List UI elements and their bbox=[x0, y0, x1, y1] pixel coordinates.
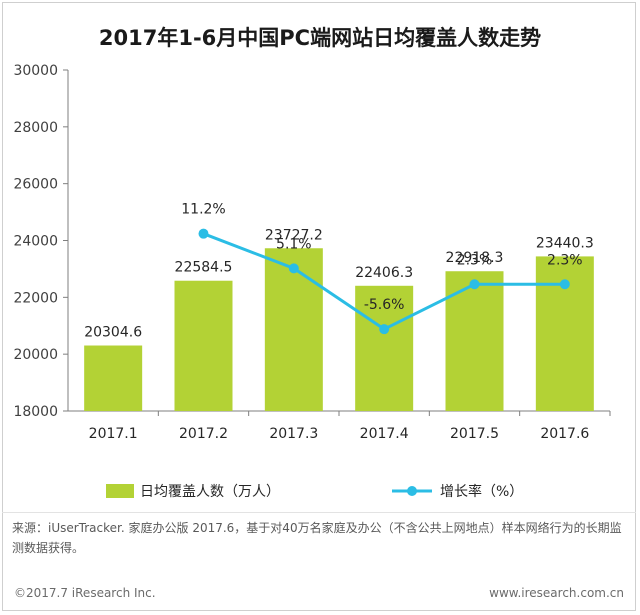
growth-point bbox=[379, 324, 390, 335]
legend-bar-swatch bbox=[106, 484, 134, 498]
y-tick-label: 30000 bbox=[13, 63, 58, 79]
bar-value-label: 22406.3 bbox=[355, 265, 413, 281]
growth-point bbox=[288, 263, 299, 274]
growth-point bbox=[559, 279, 570, 290]
bar-value-label: 22918.3 bbox=[446, 250, 504, 266]
source-note: 来源：iUserTracker. 家庭办公版 2017.6，基于对40万名家庭及… bbox=[12, 521, 622, 555]
growth-point bbox=[198, 228, 209, 239]
growth-value-label: 5.1% bbox=[276, 236, 312, 252]
x-tick-label: 2017.2 bbox=[179, 426, 228, 442]
y-tick-label: 26000 bbox=[13, 177, 58, 193]
y-tick-label: 22000 bbox=[13, 290, 58, 306]
x-tick-label: 2017.4 bbox=[360, 426, 409, 442]
bar-2017.3 bbox=[264, 248, 323, 411]
x-tick-label: 2017.5 bbox=[450, 426, 499, 442]
x-tick-label: 2017.6 bbox=[540, 426, 589, 442]
y-tick-label: 28000 bbox=[13, 120, 58, 136]
growth-point bbox=[469, 279, 480, 290]
growth-value-label: 11.2% bbox=[181, 202, 225, 218]
bar-value-label: 20304.6 bbox=[84, 325, 142, 341]
chart-title: 2017年1-6月中国PC端网站日均覆盖人数走势 bbox=[98, 26, 542, 50]
bar-value-label: 23727.2 bbox=[265, 227, 323, 243]
legend-line-label: 增长率（%） bbox=[440, 483, 523, 500]
chart-area: 18000 20000 22000 24000 26000 28000 30000 20304… bbox=[13, 63, 611, 500]
bar-2017.5 bbox=[445, 271, 504, 411]
growth-value-label: 2.3% bbox=[457, 252, 493, 268]
bar-value-label: 22584.5 bbox=[175, 260, 233, 276]
x-tick-label: 2017.3 bbox=[269, 426, 318, 442]
growth-value-label: 2.3% bbox=[547, 252, 583, 268]
bar-2017.1 bbox=[84, 345, 143, 411]
bar-value-label: 23440.3 bbox=[536, 235, 594, 251]
growth-value-label: -5.6% bbox=[364, 297, 405, 313]
y-tick-label: 18000 bbox=[13, 404, 58, 420]
website: www.iresearch.com.cn bbox=[489, 586, 624, 600]
legend-bar-label: 日均覆盖人数（万人） bbox=[140, 484, 280, 500]
x-tick-label: 2017.1 bbox=[89, 426, 138, 442]
bar-2017.2 bbox=[174, 280, 233, 411]
legend-line-marker bbox=[407, 486, 417, 496]
divider bbox=[2, 512, 636, 513]
y-tick-label: 24000 bbox=[13, 234, 58, 250]
copyright: ©2017.7 iResearch Inc. bbox=[14, 586, 156, 600]
bar-2017.4 bbox=[355, 285, 414, 411]
y-tick-label: 20000 bbox=[13, 347, 58, 363]
